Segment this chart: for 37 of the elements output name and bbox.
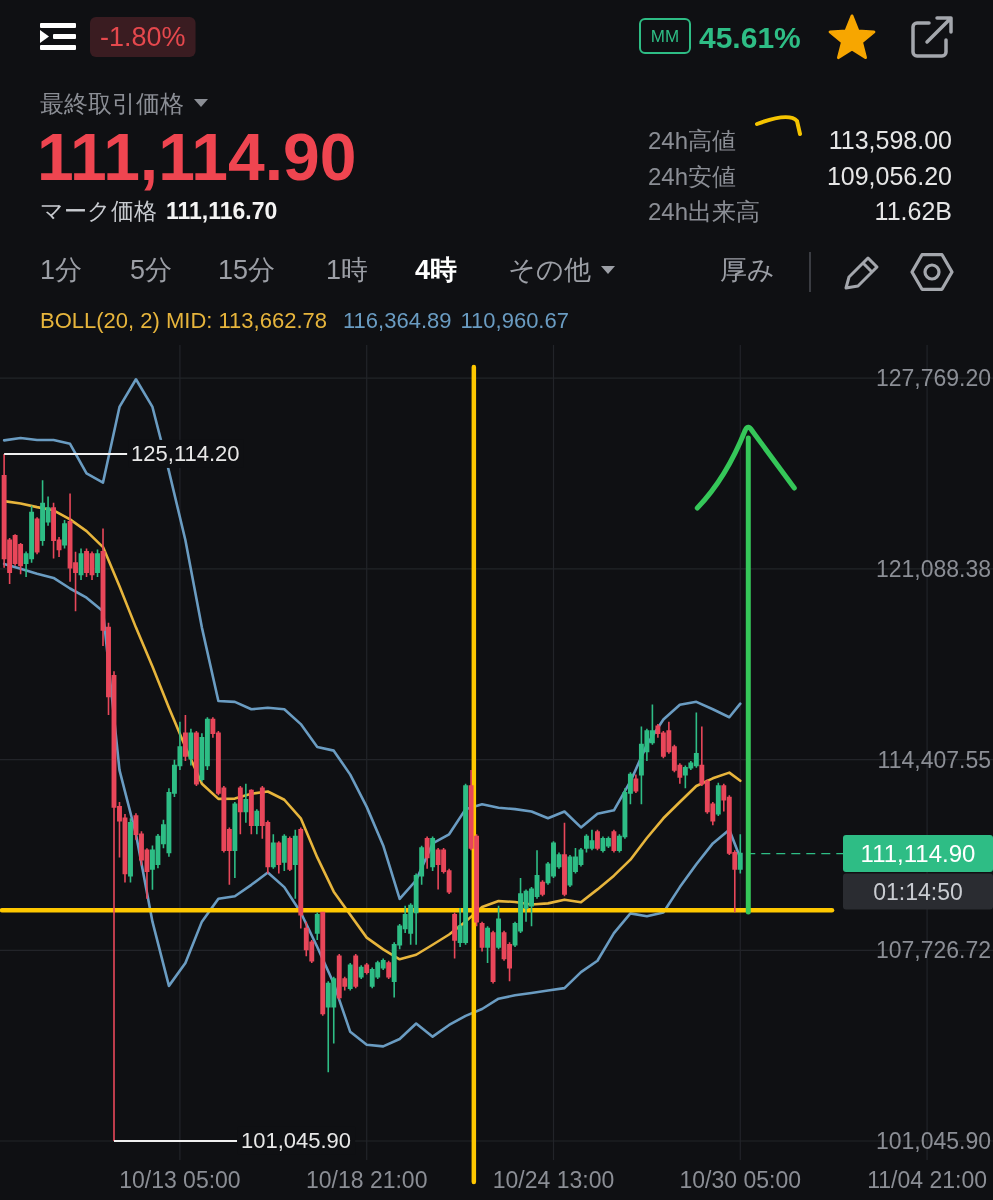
x-tick-label: 11/04 21:00 (867, 1167, 987, 1193)
y-tick-label: 127,769.20 (875, 365, 991, 392)
text: MM (650, 26, 680, 46)
text: 110,960.67 (460, 307, 569, 333)
text: 15分 (218, 255, 276, 285)
text: 1時 (326, 255, 369, 285)
y-tick-label: 114,407.55 (877, 746, 991, 773)
y-tick-label: 121,088.38 (875, 555, 991, 582)
text: 1分 (40, 255, 83, 285)
text: -1.80% (100, 22, 186, 52)
text: マーク価格 (40, 198, 157, 224)
text: BOLL(20, 2) MID: 113,662.78 (40, 307, 327, 333)
text: その他 (508, 255, 591, 285)
x-tick-label: 10/18 21:00 (305, 1167, 428, 1193)
text: 11.62B (874, 197, 952, 225)
text: 24h安値 (648, 162, 737, 190)
text: 111,116.70 (166, 198, 278, 224)
y-tick-label: 101,045.90 (875, 1127, 991, 1154)
annotation: 101,045.90 (241, 1128, 352, 1154)
annotation: 125,114.20 (131, 441, 240, 467)
text: 24h高値 (648, 126, 737, 154)
text: 24h出来高 (648, 197, 761, 225)
ref-line-label: 111,114.90 (860, 840, 976, 868)
annotation: 01:14:50 (873, 878, 963, 905)
text: 45.61% (699, 20, 801, 54)
text: 5分 (130, 255, 173, 285)
text: 厚み (720, 255, 775, 285)
text: 最終取引価格 (40, 89, 184, 117)
text: 111,114.90 (37, 120, 357, 194)
text: 113,598.00 (828, 126, 952, 154)
text: 109,056.20 (826, 162, 952, 190)
text: 4時 (415, 255, 458, 285)
x-tick-label: 10/24 13:00 (492, 1167, 615, 1193)
text: 116,364.89 (342, 307, 452, 333)
y-tick-label: 107,726.72 (875, 937, 991, 964)
x-tick-label: 10/13 05:00 (119, 1167, 241, 1193)
x-tick-label: 10/30 05:00 (679, 1167, 802, 1193)
